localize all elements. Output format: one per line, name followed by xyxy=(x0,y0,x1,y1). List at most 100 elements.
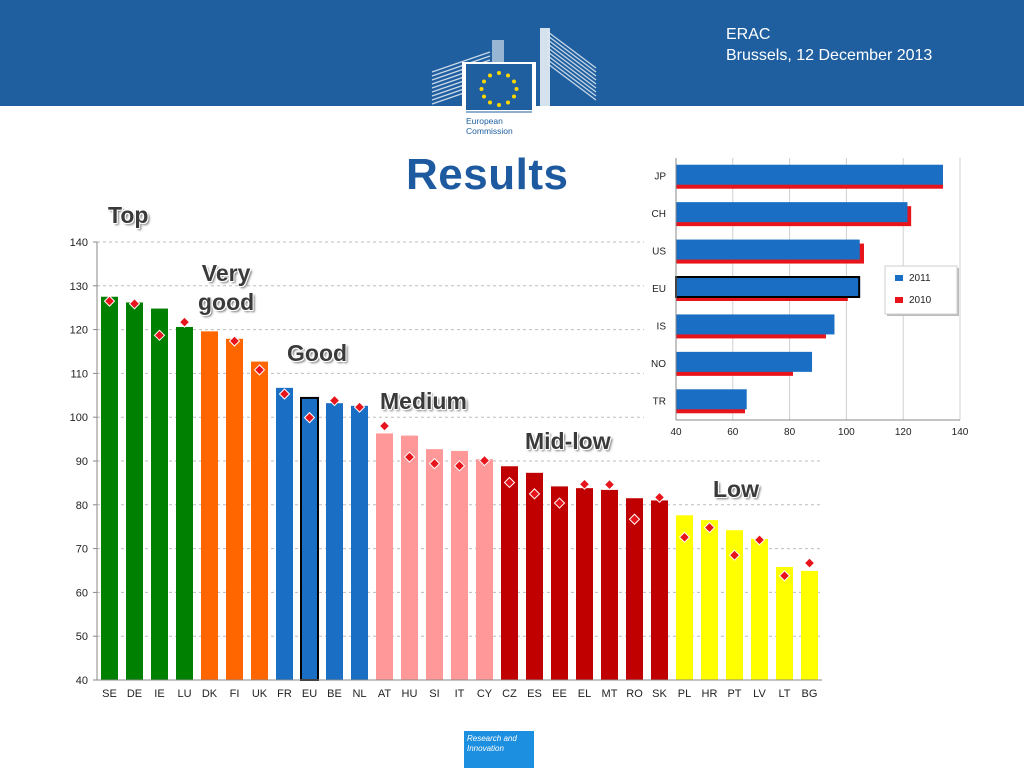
bar-be xyxy=(326,403,343,680)
bar-el xyxy=(576,488,593,680)
bar-uk xyxy=(251,361,268,680)
x-tick-label-cy: CY xyxy=(477,688,493,700)
x-tick-label-fr: FR xyxy=(277,688,292,700)
inset-x-tick-label: 120 xyxy=(895,427,912,438)
inset-bar-2011-ch xyxy=(676,202,908,223)
slide-title: Results xyxy=(406,150,569,199)
bar-hr xyxy=(701,520,718,680)
logo-name-line1: European xyxy=(466,116,503,126)
bar-ee xyxy=(551,486,568,680)
x-tick-label-si: SI xyxy=(429,688,439,700)
marker-eu xyxy=(303,411,316,424)
inset-x-tick-label: 60 xyxy=(727,427,739,438)
x-tick-label-at: AT xyxy=(378,688,392,700)
inset-bar-2011-no xyxy=(676,351,813,372)
x-tick-label-pt: PT xyxy=(727,688,741,700)
y-tick-label: 100 xyxy=(70,412,88,424)
inset-bar-2011-us xyxy=(676,239,860,260)
x-tick-label-it: IT xyxy=(455,688,465,700)
marker-de xyxy=(128,298,141,310)
inset-x-tick-label: 40 xyxy=(670,427,682,438)
marker-at xyxy=(378,420,391,432)
y-tick-label: 80 xyxy=(76,500,88,512)
legend-swatch-2010 xyxy=(895,297,903,303)
marker-fi xyxy=(228,335,241,347)
bar-fi xyxy=(226,338,243,680)
research-innovation-logo: Research and Innovation xyxy=(464,731,534,768)
bar-lt xyxy=(776,566,793,680)
legend-box xyxy=(884,265,958,315)
y-tick-label: 120 xyxy=(70,325,88,337)
y-tick-label: 40 xyxy=(76,675,88,687)
marker-mt xyxy=(603,478,616,491)
y-tick-label: 50 xyxy=(76,631,88,643)
x-tick-label-pl: PL xyxy=(678,688,691,700)
footer-line1: Research and xyxy=(467,734,517,743)
bar-sk xyxy=(651,500,668,680)
footer-line2: Innovation xyxy=(467,744,504,753)
x-tick-label-ie: IE xyxy=(154,688,164,700)
category-label-very-good-line1: Very xyxy=(201,260,251,286)
marker-se xyxy=(103,295,116,307)
bar-fr xyxy=(276,387,293,680)
marker-bg xyxy=(803,557,816,569)
marker-cz xyxy=(503,476,516,489)
bar-hu xyxy=(401,435,418,680)
x-tick-label-se: SE xyxy=(102,688,117,700)
category-label-very-good: Very good xyxy=(198,259,254,317)
marker-si xyxy=(428,457,441,470)
inset-y-tick-label-is: IS xyxy=(657,321,667,332)
bar-bg xyxy=(801,570,818,680)
category-label-medium: Medium xyxy=(380,388,467,414)
x-tick-label-lu: LU xyxy=(177,688,191,700)
x-tick-label-mt: MT xyxy=(602,688,618,700)
x-tick-label-dk: DK xyxy=(202,688,218,700)
marker-ie xyxy=(153,329,166,342)
x-tick-label-nl: NL xyxy=(352,688,366,700)
inset-y-tick-label-tr: TR xyxy=(653,396,666,407)
x-tick-label-lt: LT xyxy=(778,688,790,700)
marker-lu xyxy=(178,316,191,328)
bar-mt xyxy=(601,489,618,680)
header-org: ERAC xyxy=(726,26,771,43)
x-tick-label-uk: UK xyxy=(252,688,268,700)
y-tick-label: 90 xyxy=(76,456,88,468)
inset-x-tick-label: 100 xyxy=(838,427,855,438)
x-tick-label-fi: FI xyxy=(230,688,240,700)
x-tick-label-lv: LV xyxy=(753,688,766,700)
bar-dk xyxy=(201,331,218,680)
bar-pl xyxy=(676,515,693,680)
x-tick-label-hu: HU xyxy=(402,688,418,700)
bar-pt xyxy=(726,530,743,680)
bar-at xyxy=(376,433,393,680)
x-tick-label-bg: BG xyxy=(802,688,818,700)
european-commission-logo: European Commission xyxy=(430,28,598,140)
y-tick-label: 60 xyxy=(76,587,88,599)
category-label-low: Low xyxy=(713,476,759,502)
marker-uk xyxy=(253,364,266,376)
header-text: ERAC Brussels, 12 December 2013 xyxy=(726,24,932,66)
category-label-good: Good xyxy=(287,340,348,366)
bar-it xyxy=(451,450,468,680)
category-label-top: Top xyxy=(108,202,149,228)
y-tick-label: 110 xyxy=(70,368,88,380)
x-tick-label-ro: RO xyxy=(626,688,643,700)
bar-es xyxy=(526,472,543,680)
bar-lv xyxy=(751,538,768,680)
legend-label-2010: 2010 xyxy=(909,295,932,306)
inset-bar-2011-is xyxy=(676,314,835,335)
x-tick-label-sk: SK xyxy=(652,688,667,700)
bar-lu xyxy=(176,326,193,680)
legend-swatch-2011 xyxy=(895,275,903,281)
inset-y-tick-label-jp: JP xyxy=(654,172,666,183)
bar-ie xyxy=(151,308,168,680)
marker-hr xyxy=(703,521,716,534)
x-tick-label-el: EL xyxy=(578,688,591,700)
bar-eu xyxy=(300,396,319,681)
bar-si xyxy=(426,449,443,680)
marker-fr xyxy=(278,388,291,400)
marker-el xyxy=(578,478,591,490)
marker-sk xyxy=(653,491,666,504)
marker-be xyxy=(328,394,341,407)
marker-cy xyxy=(478,454,491,467)
